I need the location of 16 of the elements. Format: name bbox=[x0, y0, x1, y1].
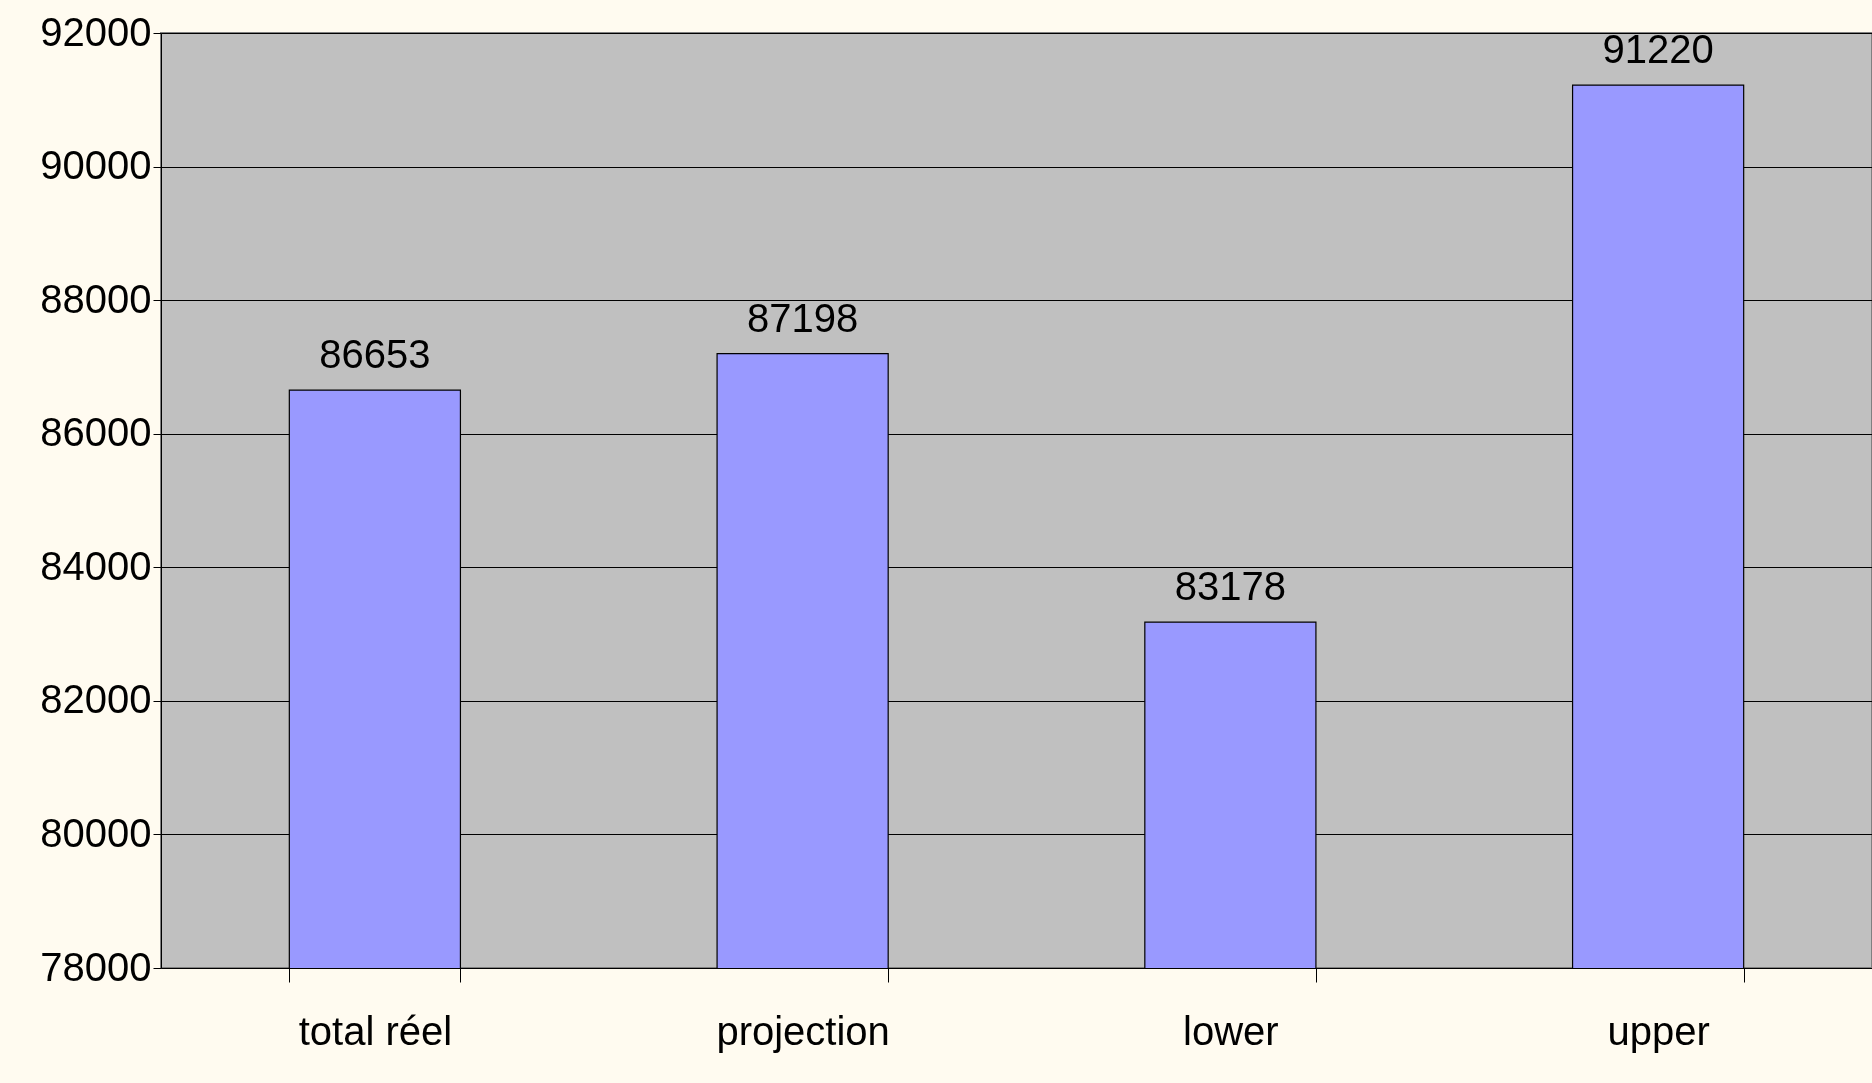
data-label: 87198 bbox=[747, 295, 859, 340]
y-tick-label: 86000 bbox=[40, 410, 152, 455]
y-tick-label: 90000 bbox=[40, 143, 152, 188]
y-tick-label: 84000 bbox=[40, 543, 152, 588]
y-tick-label: 88000 bbox=[40, 276, 152, 321]
x-tick-label: upper bbox=[1607, 1008, 1710, 1053]
data-label: 91220 bbox=[1602, 27, 1714, 72]
y-tick-label: 78000 bbox=[40, 944, 152, 989]
x-tick-label: projection bbox=[716, 1008, 890, 1053]
y-tick-label: 82000 bbox=[40, 677, 152, 722]
y-tick-label: 80000 bbox=[40, 810, 152, 855]
data-label: 83178 bbox=[1174, 564, 1286, 609]
x-tick-label: lower bbox=[1183, 1008, 1279, 1053]
y-tick-label: 92000 bbox=[40, 9, 152, 54]
x-tick-label: total réel bbox=[298, 1008, 453, 1053]
data-label: 86653 bbox=[319, 332, 431, 377]
